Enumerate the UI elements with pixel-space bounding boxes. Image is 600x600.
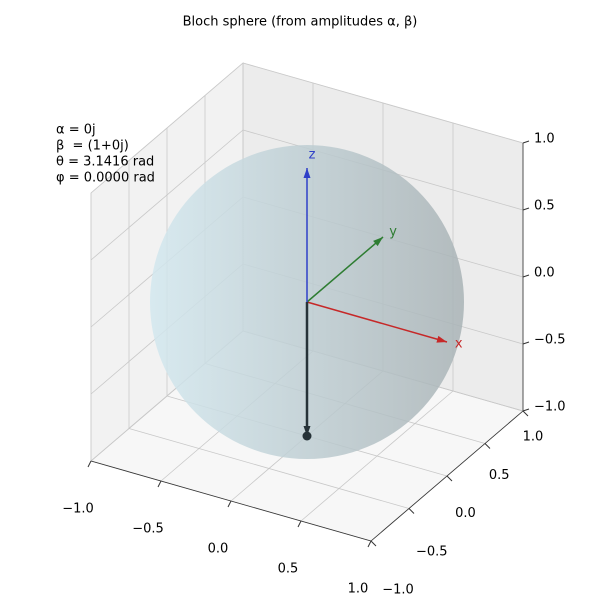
z-tick-label: −0.5 — [534, 333, 566, 348]
annotation: θ = 3.1416 rad — [56, 155, 154, 170]
tick-mark — [522, 410, 529, 417]
z-tick-label: 0.5 — [534, 199, 555, 214]
axis-vector-label: y — [389, 224, 397, 239]
tick-mark — [522, 140, 530, 144]
tick-mark — [484, 443, 491, 449]
tick-mark — [87, 460, 92, 468]
annotation: β = (1+0j) — [56, 139, 129, 154]
axis-vector-label: z — [309, 148, 316, 163]
x-tick-label: 0.5 — [278, 562, 299, 577]
y-tick-label: −1.0 — [382, 583, 414, 598]
annotation: φ = 0.0000 rad — [56, 171, 155, 186]
axis-vector-head — [373, 237, 383, 247]
grid-line — [90, 62, 244, 194]
tick-mark — [408, 508, 415, 514]
y-tick-label: 1.0 — [523, 430, 544, 445]
tick-mark — [522, 207, 530, 211]
axis-vector — [306, 236, 384, 303]
axis-vector — [306, 301, 448, 343]
tick-mark — [157, 480, 162, 488]
axis-vector-head — [303, 168, 311, 178]
y-tick-label: 0.5 — [489, 468, 510, 483]
grid-line — [128, 428, 410, 509]
z-tick-label: −1.0 — [534, 400, 566, 415]
x-tick-label: −1.0 — [62, 502, 94, 517]
axis-vector-label: x — [455, 337, 463, 352]
tick-mark — [522, 408, 530, 412]
tick-mark — [370, 540, 377, 547]
grid-line — [242, 62, 524, 144]
tick-mark — [227, 500, 232, 508]
x-tick-label: 1.0 — [348, 582, 369, 597]
y-tick-label: 0.0 — [455, 506, 476, 521]
chart-title: Bloch sphere (from amplitudes α, β) — [183, 15, 418, 30]
axis-vector-head — [436, 335, 447, 343]
x-tick-label: −0.5 — [132, 522, 164, 537]
state-vector-point — [302, 431, 312, 441]
tick-mark — [522, 341, 530, 345]
y-tick-label: −0.5 — [416, 544, 448, 559]
tick-mark — [297, 520, 302, 528]
x-tick-label: 0.0 — [208, 542, 229, 557]
annotation: α = 0j — [56, 123, 96, 138]
z-tick-label: 1.0 — [534, 132, 555, 147]
z-tick-label: 0.0 — [534, 266, 555, 281]
grid-line — [90, 129, 244, 261]
tick-mark — [367, 540, 372, 548]
tick-mark — [446, 475, 453, 482]
state-vector-head — [303, 426, 311, 436]
tick-mark — [522, 274, 530, 278]
